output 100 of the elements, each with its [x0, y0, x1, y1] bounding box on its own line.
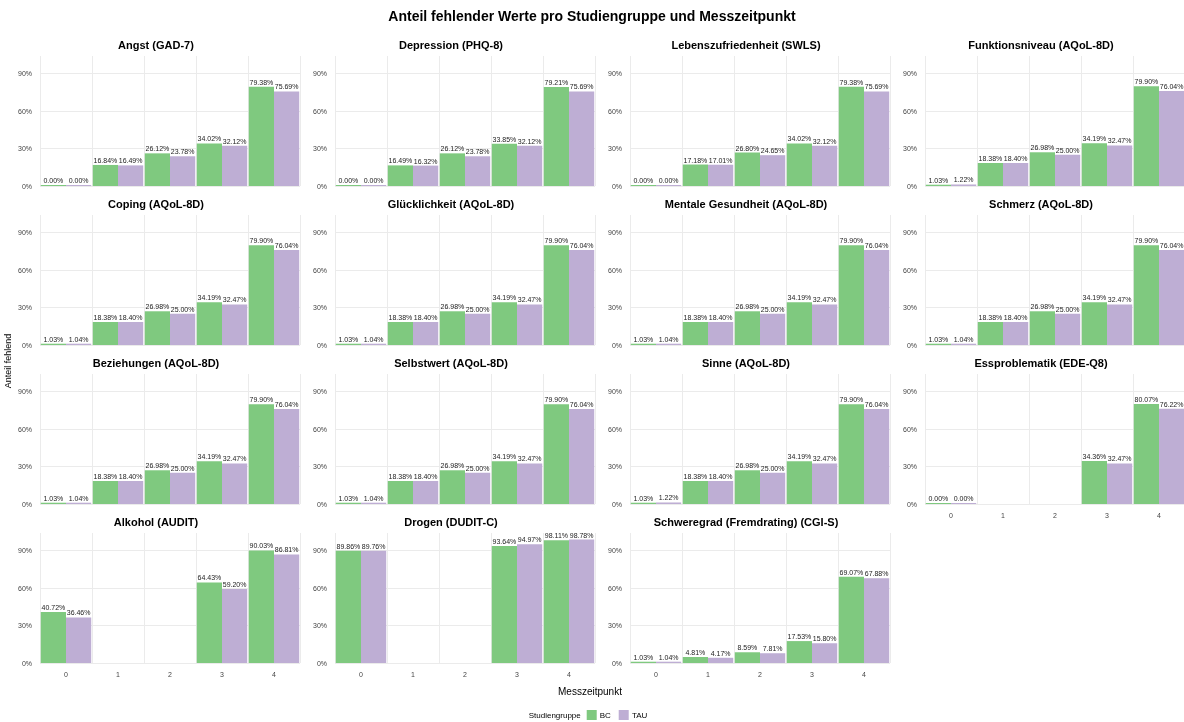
bar — [543, 540, 569, 663]
legend-title: Studiengruppe — [528, 710, 581, 720]
bar — [682, 322, 708, 345]
bar — [248, 550, 274, 663]
text: Anteil fehlender Werte pro Studiengruppe und Messzeitpunkt — [388, 8, 796, 24]
bar — [1159, 249, 1184, 345]
chart-subtitle: Glücklichkeit (AQoL-8D) — [387, 197, 515, 210]
bar — [1107, 145, 1133, 186]
bar — [838, 576, 864, 663]
bar — [465, 472, 491, 504]
bar — [864, 408, 890, 504]
bar — [543, 86, 569, 186]
bar — [708, 481, 734, 504]
bar — [543, 245, 569, 345]
bar — [1133, 86, 1159, 186]
bar — [1159, 90, 1184, 186]
text: Messzeitpunkt — [558, 686, 622, 697]
chart-subtitle: Schmerz (AQoL-8D) — [989, 197, 1094, 210]
bar — [196, 582, 222, 663]
bar — [491, 143, 517, 186]
bar — [170, 472, 196, 504]
bar — [760, 155, 786, 186]
bar — [786, 143, 812, 186]
bar — [812, 463, 838, 504]
bar — [708, 657, 734, 663]
bar — [708, 322, 734, 345]
bar — [387, 322, 413, 345]
bar — [977, 163, 1003, 186]
bar — [222, 145, 248, 186]
bar — [864, 91, 890, 186]
bar — [387, 165, 413, 186]
bar — [274, 249, 300, 345]
bar — [1081, 302, 1107, 345]
bar — [864, 578, 890, 663]
bar — [760, 313, 786, 345]
bar — [786, 641, 812, 663]
bar — [248, 404, 274, 504]
bar — [734, 652, 760, 663]
bar — [517, 304, 543, 345]
bar — [144, 470, 170, 504]
bar — [361, 550, 387, 663]
bar — [222, 304, 248, 345]
bar — [517, 544, 543, 663]
bar — [1159, 408, 1184, 504]
bar — [838, 86, 864, 186]
chart-subtitle: Depression (PHQ-8) — [399, 38, 504, 51]
bar — [465, 156, 491, 186]
bar — [812, 643, 838, 663]
bar — [118, 165, 144, 186]
chart-subtitle: Essproblematik (EDE-Q8) — [974, 356, 1108, 369]
bar — [170, 156, 196, 186]
chart-subtitle: Funktionsniveau (AQoL-8D) — [968, 38, 1115, 51]
bar — [1055, 154, 1081, 186]
bar — [92, 164, 118, 186]
bar — [491, 545, 517, 663]
bar — [92, 481, 118, 504]
chart-subtitle: Drogen (DUDIT-C) — [404, 515, 499, 528]
bar — [40, 612, 66, 663]
bar — [1133, 245, 1159, 345]
bar — [491, 302, 517, 345]
bar — [786, 461, 812, 504]
legend-label: TAU — [631, 710, 648, 720]
bar — [144, 153, 170, 186]
bar — [196, 461, 222, 504]
bar — [413, 165, 439, 186]
bar — [760, 653, 786, 663]
bar — [274, 554, 300, 663]
bar — [222, 463, 248, 504]
chart-subtitle: Coping (AQoL-8D) — [108, 197, 205, 210]
bar — [1107, 304, 1133, 345]
bar — [274, 408, 300, 504]
bar — [569, 249, 595, 345]
bar — [491, 461, 517, 504]
bar — [66, 617, 92, 663]
bar — [517, 463, 543, 504]
bar — [274, 91, 300, 186]
bar — [118, 481, 144, 504]
bar — [248, 245, 274, 345]
chart-subtitle: Selbstwert (AQoL-8D) — [394, 356, 509, 369]
chart-subtitle: Mentale Gesundheit (AQoL-8D) — [664, 197, 828, 210]
bar — [812, 304, 838, 345]
bar — [569, 91, 595, 186]
bar — [977, 322, 1003, 345]
bar — [1107, 463, 1133, 504]
bar — [734, 152, 760, 186]
bar — [682, 656, 708, 663]
bar — [1029, 152, 1055, 186]
bar — [1081, 461, 1107, 504]
bar — [734, 311, 760, 345]
bar — [812, 145, 838, 186]
legend-label: BC — [599, 710, 611, 720]
chart-subtitle: Alkohol (AUDIT) — [113, 515, 199, 528]
bar — [1003, 322, 1029, 345]
chart-subtitle: Schweregrad (Fremdrating) (CGI-S) — [653, 515, 839, 528]
bar — [118, 322, 144, 345]
chart-subtitle: Beziehungen (AQoL-8D) — [92, 356, 220, 369]
bar — [682, 481, 708, 504]
bar — [838, 245, 864, 345]
bar — [144, 311, 170, 345]
bar — [517, 145, 543, 186]
